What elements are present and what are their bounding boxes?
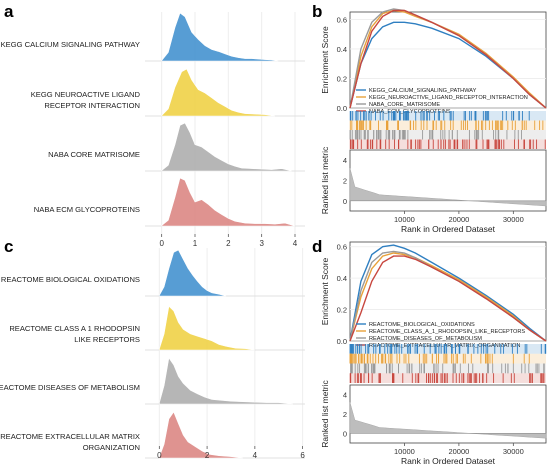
barcode-band-1 xyxy=(350,111,546,121)
ridge-4 xyxy=(158,411,243,459)
ridge-label-2-line-1: REACTOME CLASS A 1 RHODOPSIN xyxy=(9,324,140,333)
x-tick-label: 6 xyxy=(300,451,305,460)
es-curve-4 xyxy=(349,255,547,342)
legend-label-1: REACTOME_BIOLOGICAL_OXIDATIONS xyxy=(369,322,475,328)
x-tick-label: 0 xyxy=(157,451,162,460)
es-y-axis-title: Enrichment Score xyxy=(320,26,330,94)
ridge-label-1: REACTOME BIOLOGICAL OXIDATIONS xyxy=(1,275,140,284)
ridge-2 xyxy=(158,305,255,351)
ridge-1 xyxy=(158,249,227,297)
legend-label-3: NABA_CORE_MATRISOME xyxy=(369,102,440,108)
rank-y-axis-title: Ranked list metric xyxy=(320,379,330,447)
ridge-3 xyxy=(161,122,292,172)
barcode-band-2 xyxy=(350,353,546,364)
panel-label-b: b xyxy=(312,2,322,21)
ridge-4 xyxy=(161,177,296,227)
panel-label-c: c xyxy=(4,237,13,256)
ridge-label-3: REACTOME DISEASES OF METABOLISM xyxy=(0,383,140,392)
ridge-1 xyxy=(161,12,279,62)
x-tick-label: 10000 xyxy=(394,447,415,456)
legend-label-2: KEGG_NEUROACTIVE_LIGAND_RECEPTOR_INTERAC… xyxy=(369,95,528,101)
es-curve-4 xyxy=(349,9,547,109)
ridge-label-4: NABA ECM GLYCOPROTEINS xyxy=(34,205,140,214)
x-tick-label: 1 xyxy=(193,239,198,248)
es-curve-1 xyxy=(349,244,547,342)
x-tick-label: 30000 xyxy=(503,447,524,456)
x-tick-label: 30000 xyxy=(503,215,524,224)
gsea-chart-d: 0.0 0.2 0.4 0.6 REACTOME_BIOLOGICAL_OXIDATIO… xyxy=(320,241,547,464)
es-curve-2 xyxy=(349,9,547,109)
es-y-tick-label: 0.2 xyxy=(337,74,347,83)
rank-y-tick-label: 4 xyxy=(343,391,347,400)
barcode-band-4 xyxy=(350,373,546,383)
x-tick-label: 20000 xyxy=(448,215,469,224)
ridge-label-4-line-2: ORGANIZATION xyxy=(83,443,140,452)
legend-label-4: NABA_ECM_GLYCOPROTEINS xyxy=(369,109,451,115)
ranked-metric-area xyxy=(349,168,547,207)
es-y-tick-label: 0.4 xyxy=(337,45,347,54)
barcode-band-1 xyxy=(350,344,546,354)
barcode-band-4 xyxy=(350,139,546,149)
legend-label-2: REACTOME_CLASS_A_1_RHODOPSIN_LIKE_RECEPT… xyxy=(369,329,525,335)
es-y-tick-label: 0.2 xyxy=(337,306,347,315)
x-axis-title: Rank in Ordered Dataset xyxy=(401,456,496,464)
ridge-label-4-line-1: REACTOME EXTRACELLULAR MATRIX xyxy=(0,432,140,441)
barcode-band-2 xyxy=(350,120,546,130)
x-tick-label: 4 xyxy=(253,451,258,460)
ranked-metric-area xyxy=(349,402,547,439)
rank-y-tick-label: 0 xyxy=(343,429,347,438)
ridge-label-2-line-2: RECEPTOR INTERACTION xyxy=(44,101,140,110)
es-y-tick-label: 0.6 xyxy=(337,15,347,24)
x-axis-title: Rank in Ordered Dataset xyxy=(401,224,496,234)
rank-y-axis-title: Ranked list metric xyxy=(320,146,330,214)
x-tick-label: 2 xyxy=(205,451,210,460)
ridge-2 xyxy=(161,68,276,117)
rank-y-tick-label: 0 xyxy=(343,197,347,206)
panel-label-d: d xyxy=(312,237,322,256)
ridge-label-3: NABA CORE MATRISOME xyxy=(48,150,140,159)
ridge-label-2-line-2: LIKE RECEPTORS xyxy=(74,335,140,344)
x-tick-label: 20000 xyxy=(448,447,469,456)
x-tick-label: 0 xyxy=(159,239,164,248)
x-tick-label: 10000 xyxy=(394,215,415,224)
ridge-label-1: KEGG CALCIUM SIGNALING PATHWAY xyxy=(1,40,140,49)
x-tick-label: 4 xyxy=(293,239,298,248)
rank-y-tick-label: 4 xyxy=(343,156,347,165)
es-y-tick-label: 0.0 xyxy=(337,337,347,346)
rank-y-tick-label: 2 xyxy=(343,410,347,419)
x-tick-label: 2 xyxy=(226,239,231,248)
panel-label-a: a xyxy=(4,2,14,21)
ridge-3 xyxy=(158,357,294,405)
rank-y-tick-label: 2 xyxy=(343,177,347,186)
barcode-band-3 xyxy=(350,363,546,374)
barcode-band-3 xyxy=(350,130,546,140)
es-y-axis-title: Enrichment Score xyxy=(320,257,330,325)
ridge-label-2-line-1: KEGG NEUROACTIVE LIGAND xyxy=(31,90,141,99)
gsea-chart-b: 0.0 0.2 0.4 0.6 KEGG_CALCIUM_SIGNALING_PATHW… xyxy=(320,8,547,234)
legend-label-1: KEGG_CALCIUM_SIGNALING_PATHWAY xyxy=(369,88,477,94)
x-tick-label: 3 xyxy=(259,239,264,248)
legend-label-3: REACTOME_DISEASES_OF_METABOLISM xyxy=(369,336,482,342)
es-y-tick-label: 0.0 xyxy=(337,104,347,113)
es-y-tick-label: 0.6 xyxy=(337,243,347,252)
es-y-tick-label: 0.4 xyxy=(337,274,347,283)
